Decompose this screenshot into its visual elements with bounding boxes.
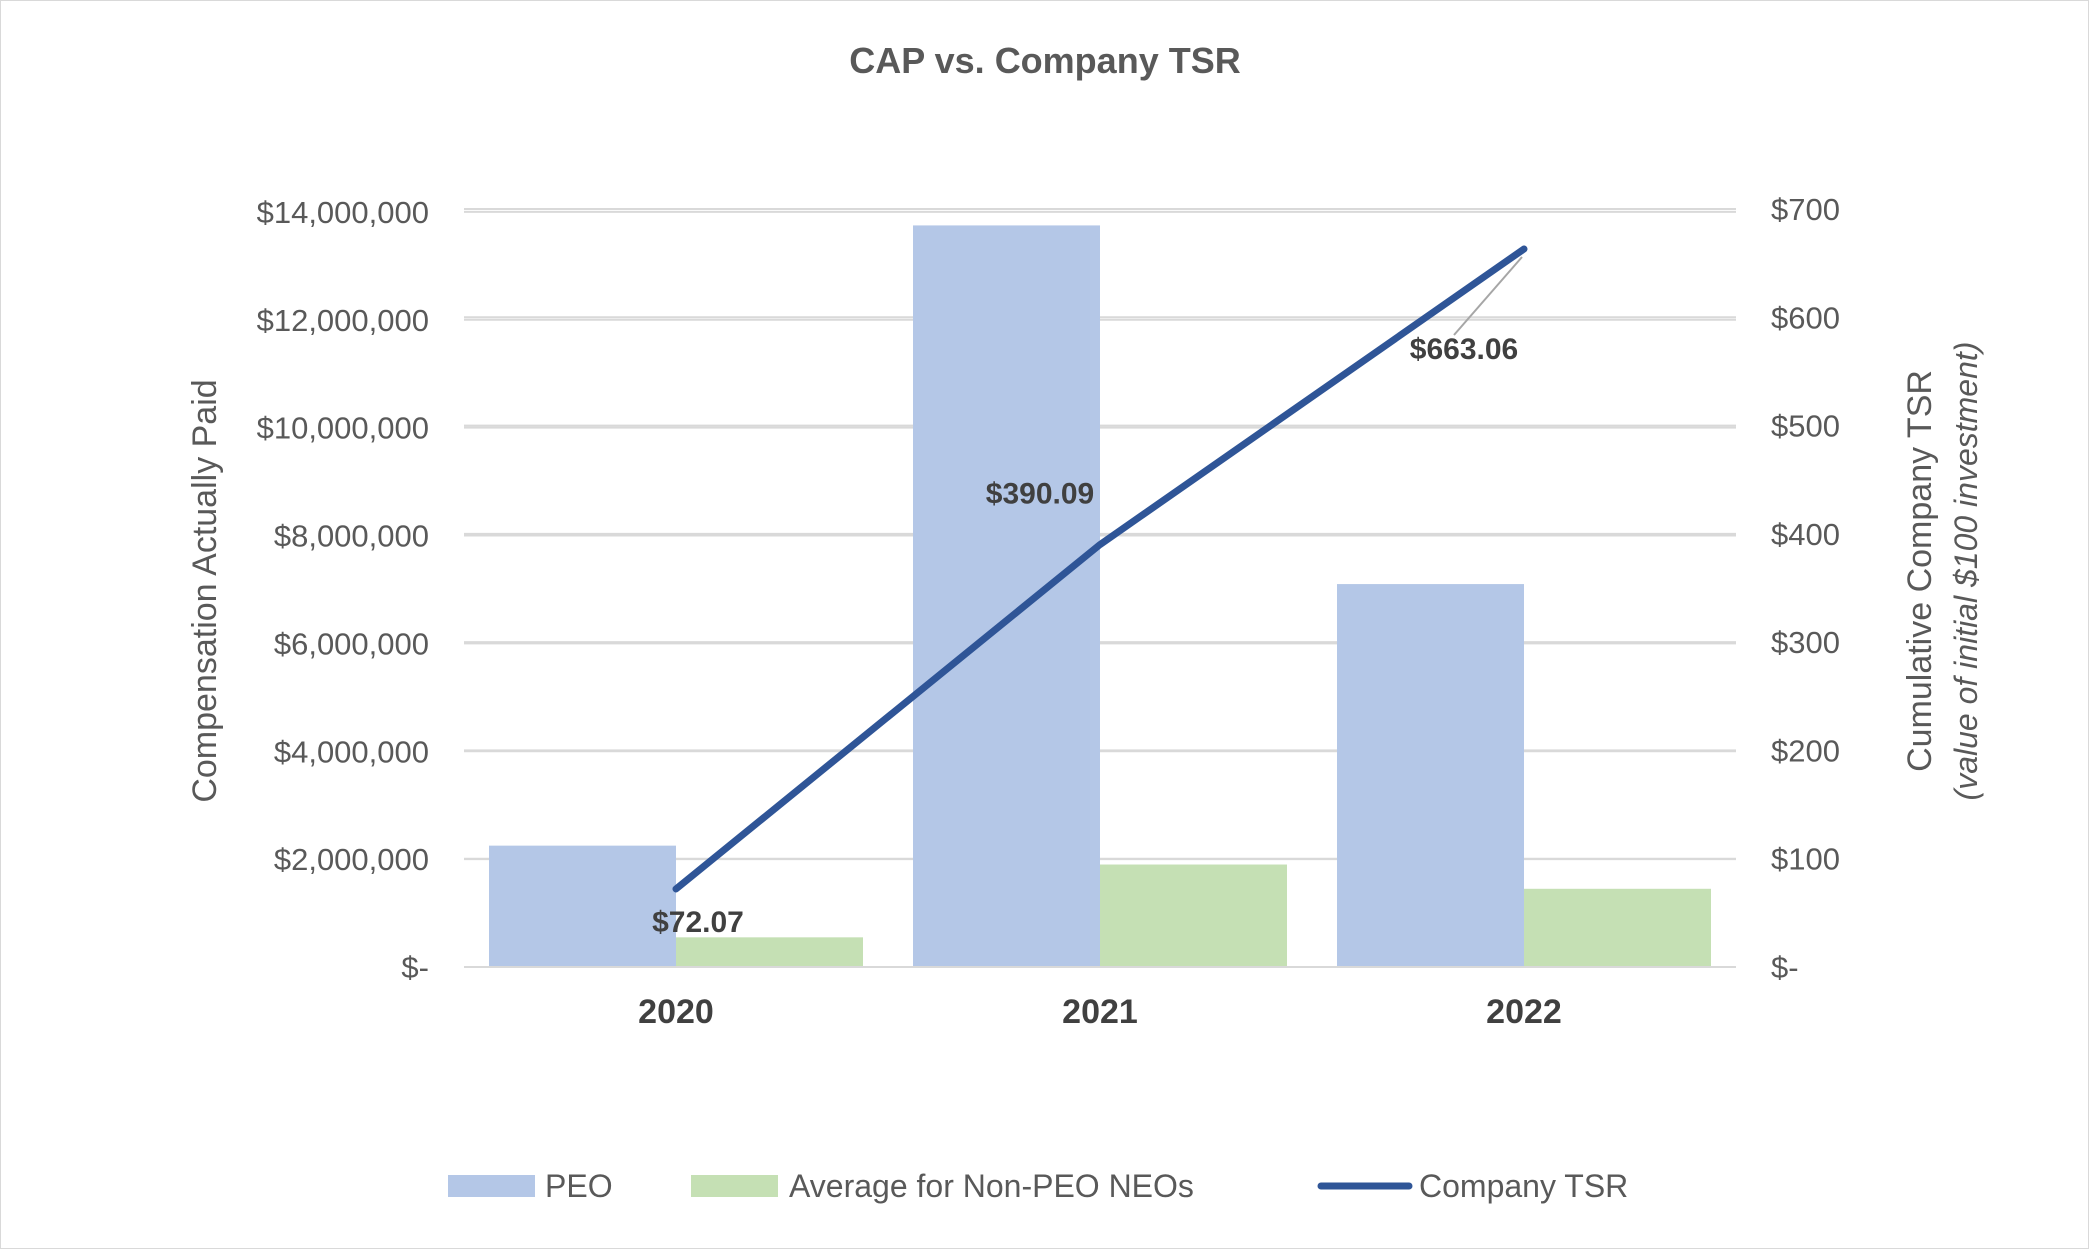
y-tick-label: $10,000,000 <box>257 411 429 446</box>
y2-axis-title: Cumulative Company TSR <box>1901 370 1939 772</box>
peo-bar <box>913 225 1100 967</box>
y-tick-label: $- <box>401 950 429 985</box>
neo-bar <box>676 937 863 967</box>
y2-tick-label: $- <box>1771 950 1799 985</box>
tsr-label-leader-line <box>1453 256 1523 336</box>
y-tick-label: $2,000,000 <box>274 842 429 877</box>
y-tick-label: $8,000,000 <box>274 519 429 554</box>
neo-bar <box>1100 864 1287 967</box>
x-tick-label: 2021 <box>1062 993 1138 1031</box>
data-labels: $72.07 $390.09 $663.06 <box>652 256 1523 939</box>
peo-bar <box>1337 584 1524 967</box>
y-tick-label: $14,000,000 <box>257 195 429 230</box>
neo-bar <box>1524 888 1711 967</box>
y2-tick-label: $500 <box>1771 409 1840 444</box>
tsr-data-label: $390.09 <box>986 478 1094 511</box>
chart-title: CAP vs. Company TSR <box>849 40 1240 81</box>
y-tick-label: $4,000,000 <box>274 734 429 769</box>
y2-tick-label: $600 <box>1771 300 1840 335</box>
y-axis-title: Compensation Actually Paid <box>186 379 224 802</box>
y2-tick-label: $400 <box>1771 517 1840 552</box>
legend-label-neo: Average for Non-PEO NEOs <box>789 1168 1194 1204</box>
peo-bar <box>489 845 676 967</box>
y2-tick-label: $100 <box>1771 842 1840 877</box>
y2-tick-label: $200 <box>1771 733 1840 768</box>
x-tick-label: 2020 <box>638 993 714 1031</box>
y-tick-label: $12,000,000 <box>257 303 429 338</box>
legend-swatch-peo <box>448 1175 535 1197</box>
y2-tick-label: $700 <box>1771 192 1840 227</box>
tsr-data-label: $663.06 <box>1410 333 1518 366</box>
legend-label-tsr: Company TSR <box>1419 1168 1628 1204</box>
legend-label-peo: PEO <box>545 1168 613 1204</box>
y2-tick-label: $300 <box>1771 625 1840 660</box>
y-tick-label: $6,000,000 <box>274 626 429 661</box>
y2-axis-subtitle: (value of initial $100 investment) <box>1948 342 1984 801</box>
tsr-data-label: $72.07 <box>652 906 744 939</box>
legend-swatch-neo <box>691 1175 778 1197</box>
x-tick-label: 2022 <box>1486 993 1562 1031</box>
axes: $- $2,000,000 $4,000,000 $6,000,000 $8,000,0… <box>257 192 1840 1031</box>
legend: PEO Average for Non-PEO NEOs Company TSR <box>448 1168 1628 1204</box>
company-tsr-line <box>672 245 1528 893</box>
bars <box>489 225 1711 967</box>
tsr-line-group <box>672 245 1528 893</box>
